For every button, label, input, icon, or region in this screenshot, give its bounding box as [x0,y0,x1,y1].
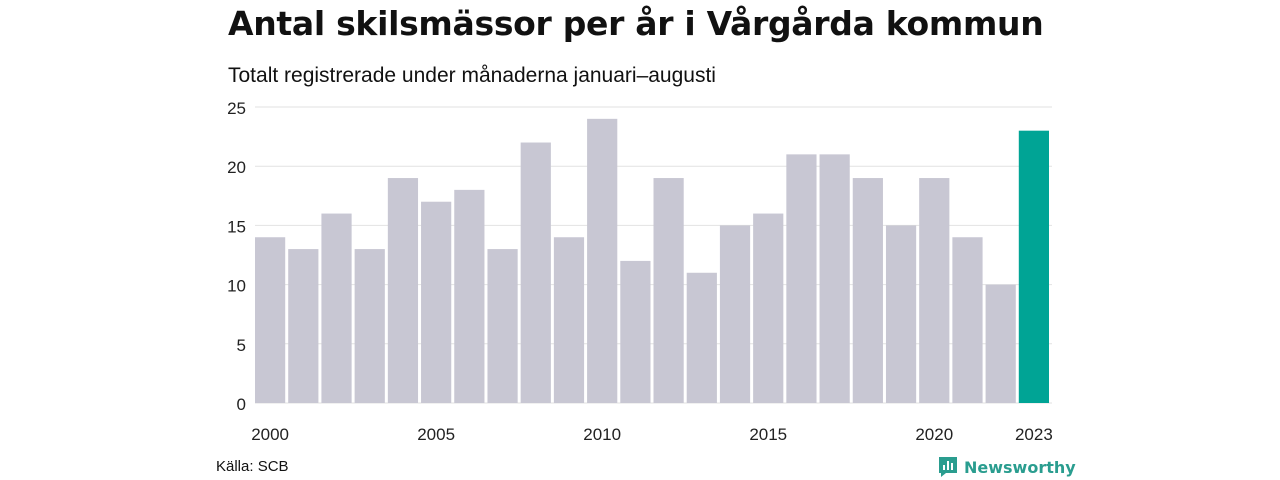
bar-2020 [919,178,950,403]
bar-2017 [819,154,850,403]
x-tick-label: 2015 [749,425,787,444]
bar-2014 [719,225,751,403]
y-tick-label: 20 [227,158,246,177]
bar-2007 [487,249,518,403]
chart-title: Antal skilsmässor per år i Vårgårda komm… [228,4,1044,43]
brand-name: Newsworthy [964,457,1076,477]
x-tick-label: 2010 [583,425,621,444]
x-tick-label: 2023 [1015,425,1053,444]
brand-logo: Newsworthy [938,456,1076,478]
bar-2019 [885,225,917,403]
bar-2011 [620,260,651,403]
bar-2008 [520,142,551,403]
y-tick-label: 5 [237,336,246,355]
y-tick-label: 15 [227,217,246,236]
bar-2002 [321,213,352,403]
bar-2010 [587,118,618,403]
bar-2006 [454,189,485,403]
bar-2003 [354,249,385,403]
chart-subtitle: Totalt registrerade under månaderna janu… [228,64,716,87]
bar-2015 [753,213,784,403]
source-note: Källa: SCB [216,458,289,475]
bar-2013 [686,272,717,403]
x-tick-label: 2020 [915,425,953,444]
newsworthy-icon [939,457,957,477]
x-tick-label: 2005 [417,425,455,444]
y-tick-label: 0 [237,395,246,414]
bar-2004 [387,178,419,403]
y-tick-label: 10 [227,277,246,296]
bar-2016 [786,154,817,403]
bar-2023 [1018,130,1049,403]
bar-2005 [421,201,452,403]
bar-2012 [653,178,684,403]
bar-2022 [985,284,1016,403]
bar-2009 [553,237,585,403]
bar-2000 [255,237,286,403]
bar-2021 [952,237,983,403]
x-tick-label: 2000 [251,425,289,444]
y-tick-label: 25 [227,99,246,118]
bar-2018 [852,178,883,403]
bar-2001 [288,249,319,403]
